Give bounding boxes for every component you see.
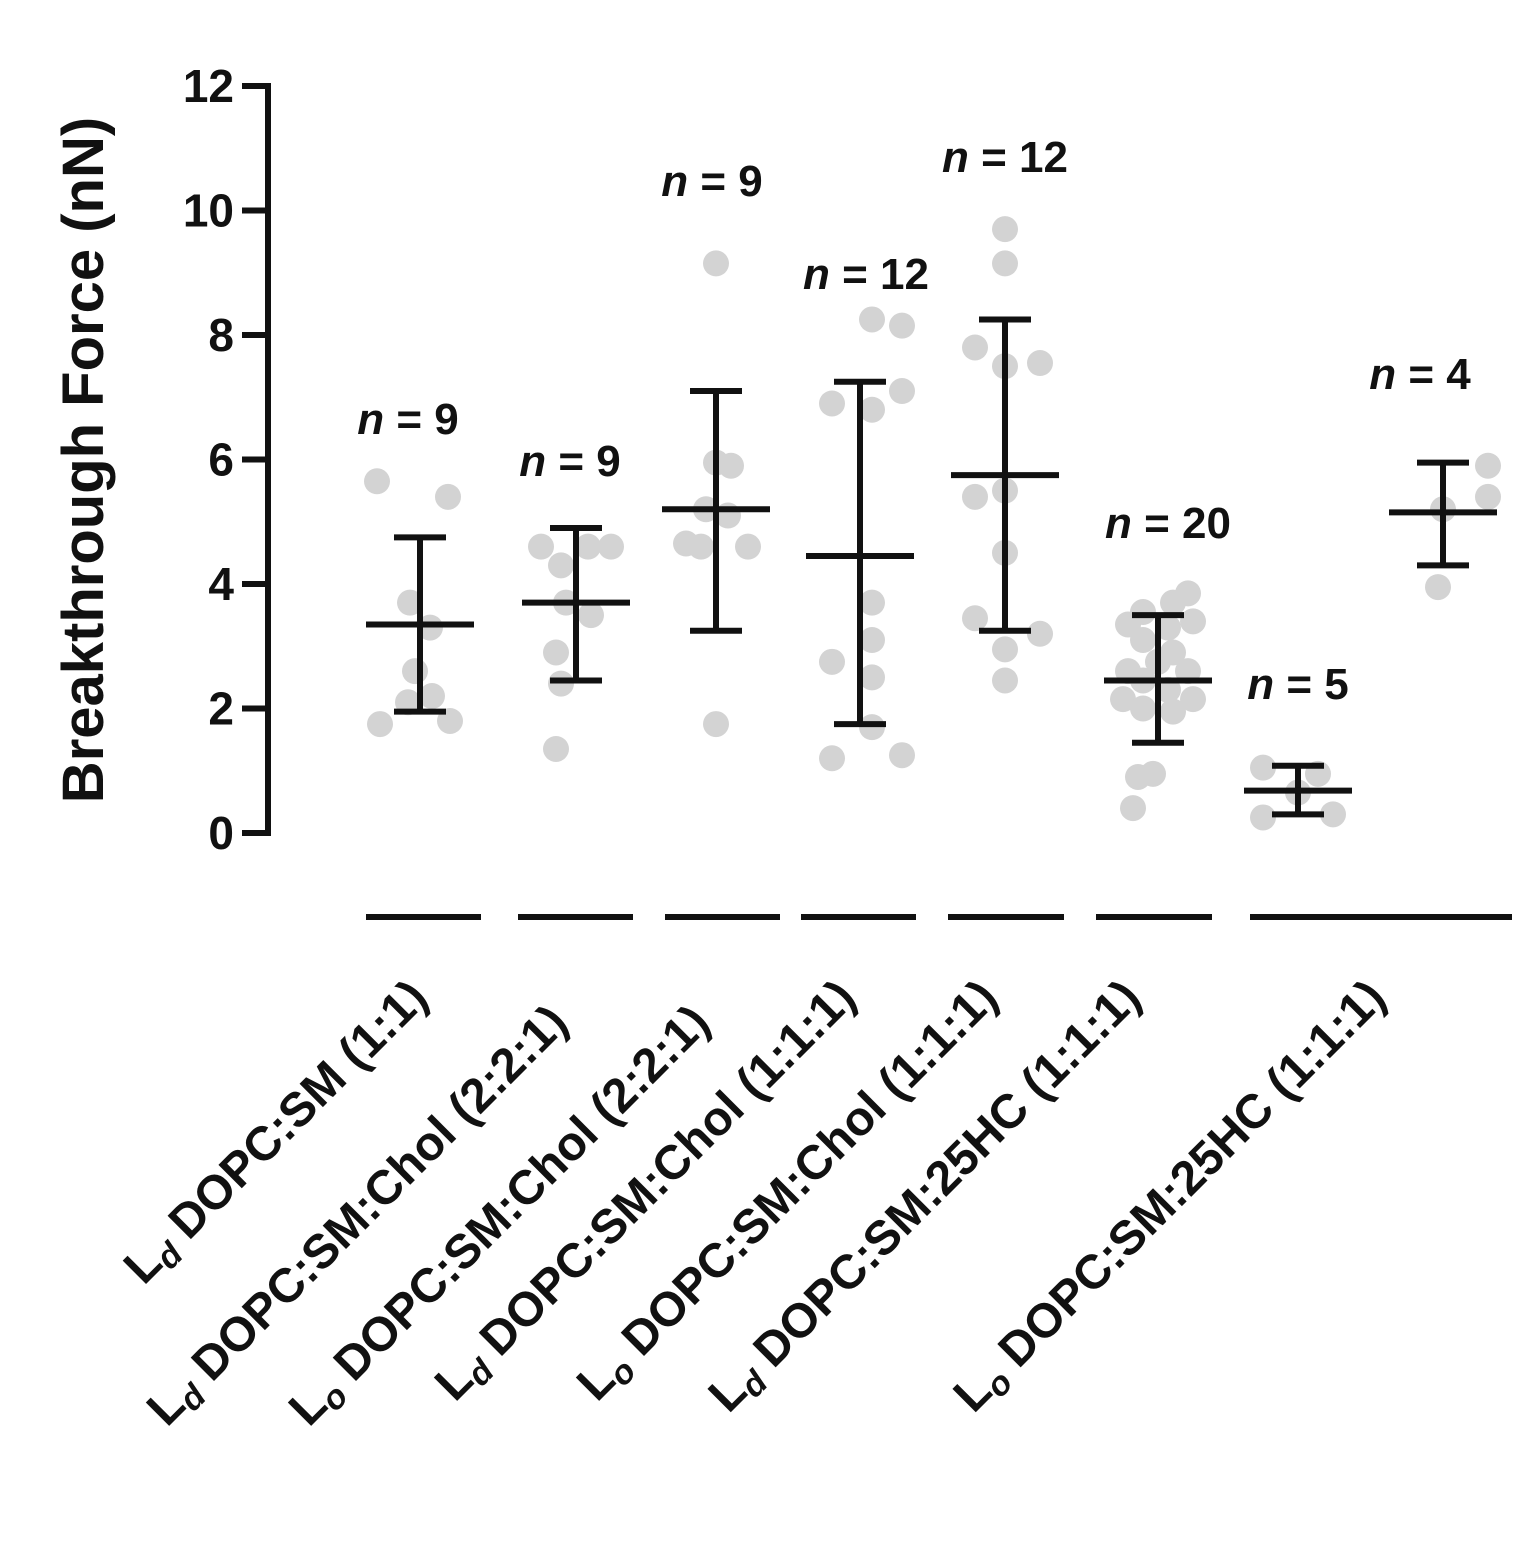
data-point (543, 639, 569, 666)
data-point (735, 533, 761, 560)
data-point (889, 312, 915, 339)
data-point (1475, 452, 1501, 479)
data-point (859, 589, 885, 616)
data-point (598, 533, 624, 560)
y-tick-label: 8 (208, 309, 234, 361)
n-label: n = 9 (661, 157, 763, 206)
data-point (819, 390, 845, 417)
y-tick-label: 0 (208, 807, 234, 859)
data-point (1160, 698, 1186, 725)
data-point (1120, 795, 1146, 822)
n-label: n = 20 (1105, 499, 1231, 548)
data-point (1250, 804, 1276, 831)
data-point (548, 670, 574, 697)
data-point (419, 683, 445, 710)
data-point (703, 250, 729, 277)
data-points (364, 216, 1501, 831)
data-point (364, 468, 390, 495)
data-point (543, 735, 569, 762)
data-point (1180, 686, 1206, 713)
data-point (575, 533, 601, 560)
n-label: n = 9 (519, 437, 621, 486)
data-point (417, 614, 443, 641)
y-tick-label: 12 (183, 60, 234, 112)
n-label: n = 5 (1247, 660, 1349, 709)
data-point (859, 396, 885, 423)
data-point (1180, 608, 1206, 635)
data-point (703, 711, 729, 738)
data-point (1320, 801, 1346, 828)
category-label: Ld DOPC:SM (1:1) (114, 970, 441, 1297)
data-point (992, 250, 1018, 277)
data-point (578, 602, 604, 629)
n-label: n = 12 (942, 133, 1068, 182)
data-point (992, 636, 1018, 663)
data-point (1475, 483, 1501, 510)
data-point (1125, 763, 1151, 790)
error-bars (366, 316, 1497, 818)
y-tick-label: 10 (183, 185, 234, 237)
data-point (1155, 614, 1181, 641)
data-point (528, 533, 554, 560)
data-point (889, 378, 915, 405)
y-tick-label: 6 (208, 434, 234, 486)
data-point (859, 714, 885, 741)
n-label: n = 9 (357, 395, 459, 444)
data-point (718, 452, 744, 479)
data-point (962, 483, 988, 510)
data-point (402, 658, 428, 685)
y-axis: 0 2 4 6 8 10 12 (183, 60, 271, 859)
category-labels: Ld DOPC:SM (1:1)Ld DOPC:SM:Chol (2:2:1)L… (114, 970, 1399, 1436)
data-point (688, 533, 714, 560)
category-label: Lo DOPC:SM:25HC (1:1:1) (944, 970, 1399, 1425)
sample-size-labels: n = 9 n = 9 n = 9 n = 12 n = 12 n = 20 n = 5 n … (357, 133, 1471, 709)
data-point (1425, 574, 1451, 601)
data-point (1160, 589, 1186, 616)
data-point (889, 742, 915, 769)
data-point (435, 483, 461, 510)
data-point (962, 605, 988, 632)
y-tick-label: 2 (208, 683, 234, 735)
data-point (1250, 754, 1276, 781)
data-point (819, 745, 845, 772)
data-point (859, 306, 885, 333)
data-point (1027, 350, 1053, 377)
y-axis-title: Breakthrough Force (nN) (51, 117, 116, 803)
data-point (367, 711, 393, 738)
data-point (1130, 627, 1156, 654)
data-point (819, 648, 845, 675)
data-point (859, 627, 885, 654)
data-point (962, 334, 988, 361)
y-tick-label: 4 (208, 558, 234, 610)
data-point (1027, 620, 1053, 647)
data-point (859, 664, 885, 691)
data-point (397, 589, 423, 616)
data-point (548, 552, 574, 579)
data-point (992, 216, 1018, 243)
n-label: n = 12 (803, 250, 929, 299)
data-point (1130, 695, 1156, 722)
data-point (1110, 686, 1136, 713)
data-point (992, 667, 1018, 694)
n-label: n = 4 (1369, 350, 1471, 399)
